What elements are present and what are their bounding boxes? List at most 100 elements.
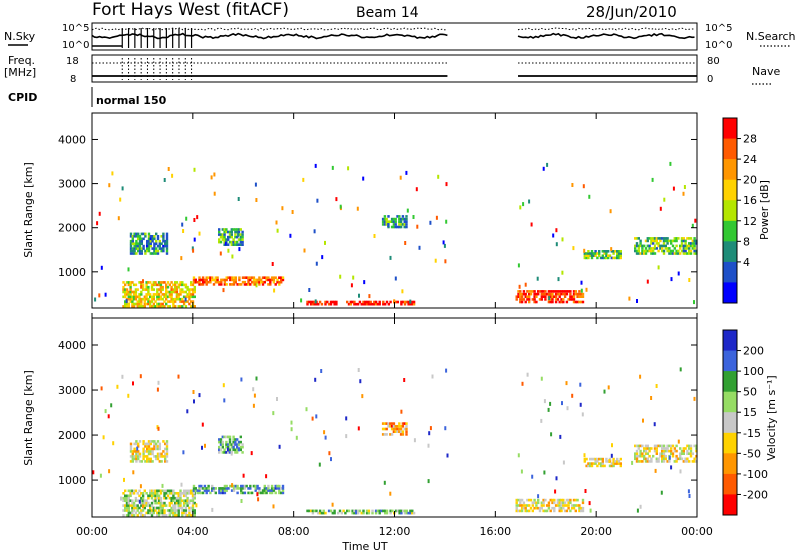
colorbar-tick-label: -50	[743, 447, 761, 460]
nsky-line	[517, 32, 695, 40]
echo-cell	[135, 455, 138, 458]
echo-cell	[635, 237, 639, 240]
echo-cell	[274, 283, 277, 286]
echo-cell	[147, 511, 150, 515]
echo-cell	[671, 244, 675, 248]
echo-cell	[261, 491, 265, 495]
echo-cell	[214, 276, 217, 279]
echo-cell	[517, 295, 520, 298]
echo-cell	[572, 300, 576, 304]
echo-cell	[653, 444, 657, 448]
echo-cell	[174, 305, 177, 308]
echo-cell	[384, 302, 387, 306]
echo-cell	[164, 242, 167, 245]
echo-cell	[680, 249, 684, 253]
echo-cell	[131, 492, 134, 495]
echo-cell	[196, 280, 199, 284]
echo-cell	[278, 489, 281, 492]
echo-cell	[387, 425, 390, 428]
echo-cell	[145, 501, 148, 505]
echo-cell	[230, 228, 233, 231]
echo-cell	[636, 508, 639, 513]
echo-cell	[150, 300, 154, 303]
echo-cell	[125, 299, 128, 304]
echo-cell	[530, 222, 533, 227]
echo-cell	[203, 487, 207, 490]
echo-cell	[216, 276, 219, 279]
echo-cell	[317, 511, 320, 515]
echo-cell	[154, 489, 157, 493]
echo-cell	[256, 278, 259, 282]
echo-cell	[143, 489, 146, 493]
echo-cell	[125, 494, 129, 498]
echo-cell	[127, 267, 130, 272]
echo-cell	[333, 302, 336, 306]
echo-cell	[221, 491, 225, 495]
echo-cell	[188, 501, 191, 505]
echo-cell	[132, 470, 135, 475]
echo-cell	[157, 489, 161, 493]
echo-cell	[122, 295, 125, 299]
echo-cell	[181, 283, 184, 287]
echo-cell	[560, 298, 563, 301]
echo-cell	[220, 278, 223, 282]
echo-cell	[552, 233, 555, 238]
echo-cell	[652, 242, 655, 245]
echo-cell	[256, 492, 259, 497]
echo-cell	[223, 451, 226, 454]
echo-cell	[670, 252, 673, 255]
echo-cell	[163, 295, 166, 299]
echo-cell	[655, 242, 658, 245]
echo-cell	[222, 288, 225, 293]
echo-cell	[192, 276, 196, 279]
nsky-line	[91, 32, 448, 40]
echo-cell	[648, 447, 651, 450]
echo-cell	[589, 508, 592, 513]
echo-cell	[182, 494, 186, 498]
echo-cell	[145, 285, 148, 289]
echo-cell	[138, 249, 142, 253]
echo-cell	[574, 292, 577, 296]
echo-cell	[221, 228, 224, 231]
echo-cell	[127, 302, 130, 306]
echo-cell	[155, 242, 158, 245]
echo-cell	[147, 244, 151, 248]
echo-cell	[517, 498, 520, 502]
echo-cell	[149, 237, 152, 241]
echo-cell	[156, 501, 159, 505]
echo-cell	[254, 280, 257, 284]
echo-cell	[276, 487, 279, 490]
echo-cell	[249, 278, 252, 282]
power-frame	[91, 112, 698, 309]
echo-cell	[190, 281, 193, 284]
echo-cell	[140, 499, 143, 502]
echo-cell	[538, 509, 542, 513]
echo-cell	[634, 249, 637, 253]
echo-cell	[234, 243, 237, 246]
echo-cell	[347, 302, 351, 306]
echo-cell	[644, 249, 648, 253]
echo-cell	[129, 244, 133, 248]
echo-cell	[116, 384, 119, 389]
echo-cell	[535, 504, 538, 507]
echo-cell	[161, 501, 164, 505]
echo-cell	[157, 302, 161, 306]
echo-cell	[129, 252, 133, 255]
echo-cell	[172, 499, 175, 502]
echo-cell	[387, 215, 390, 218]
echo-cell	[394, 220, 397, 223]
echo-cell	[400, 509, 403, 513]
echo-cell	[154, 509, 157, 512]
echo-cell	[232, 489, 236, 492]
echo-cell	[140, 509, 143, 512]
echo-cell	[232, 240, 235, 244]
echo-cell	[403, 223, 406, 226]
echo-cell	[191, 494, 195, 498]
echo-cell	[661, 454, 664, 458]
echo-cell	[181, 281, 184, 284]
echo-cell	[129, 290, 132, 294]
echo-cell	[688, 494, 691, 498]
echo-cell	[374, 302, 378, 306]
echo-cell	[225, 230, 228, 234]
echo-cell	[138, 494, 141, 498]
